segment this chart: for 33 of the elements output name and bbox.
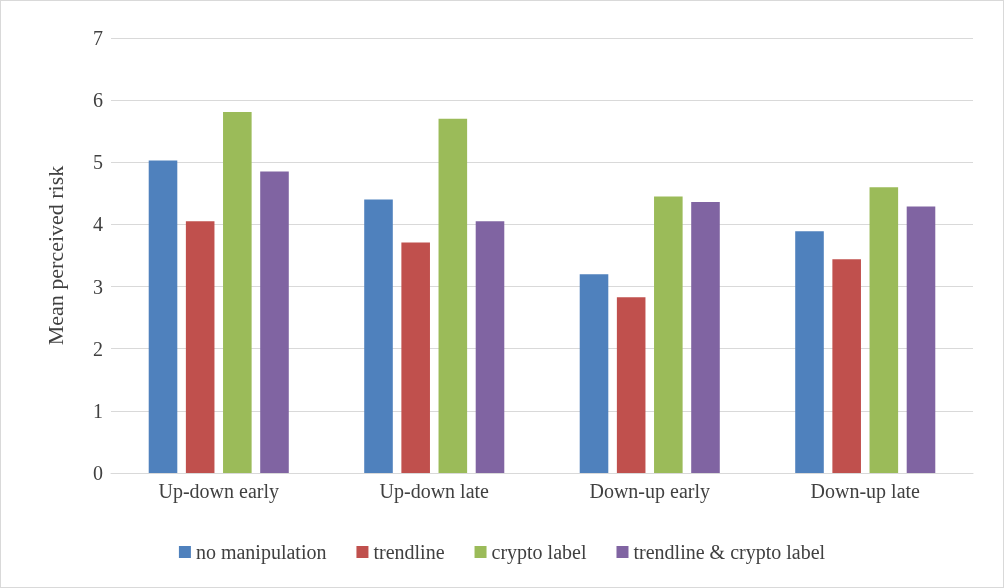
bar bbox=[475, 221, 505, 473]
legend-label: trendline bbox=[373, 541, 445, 563]
bar bbox=[906, 206, 936, 473]
y-tick-label: 4 bbox=[93, 213, 103, 236]
y-tick-label: 2 bbox=[93, 337, 103, 360]
bar bbox=[691, 202, 720, 473]
legend-label: no manipulation bbox=[195, 541, 327, 564]
bar bbox=[438, 118, 468, 473]
bar bbox=[795, 231, 824, 473]
y-tick-label: 7 bbox=[93, 27, 103, 49]
legend-label: crypto label bbox=[491, 541, 587, 564]
bar bbox=[223, 111, 252, 473]
bar bbox=[260, 171, 289, 473]
bar bbox=[654, 196, 683, 473]
y-tick-label: 5 bbox=[93, 151, 103, 174]
x-tick-label: Up-down early bbox=[158, 480, 280, 503]
bar bbox=[364, 199, 393, 473]
y-tick-label: 0 bbox=[93, 462, 103, 484]
bar bbox=[616, 297, 646, 473]
y-tick-label: 1 bbox=[93, 399, 103, 422]
x-tick-label: Down-up early bbox=[589, 480, 711, 503]
bar bbox=[401, 242, 430, 473]
y-tick-label: 3 bbox=[93, 275, 103, 298]
bar bbox=[832, 259, 861, 473]
y-axis-title: Mean perceived risk bbox=[42, 165, 68, 346]
bar bbox=[148, 160, 178, 473]
bar bbox=[185, 221, 215, 473]
bar bbox=[579, 274, 609, 473]
x-tick-label: Up-down late bbox=[379, 480, 490, 503]
legend-label: trendline & crypto label bbox=[633, 541, 826, 564]
y-tick-label: 6 bbox=[93, 89, 103, 112]
bar bbox=[869, 187, 899, 473]
x-tick-label: Down-up late bbox=[810, 480, 921, 503]
